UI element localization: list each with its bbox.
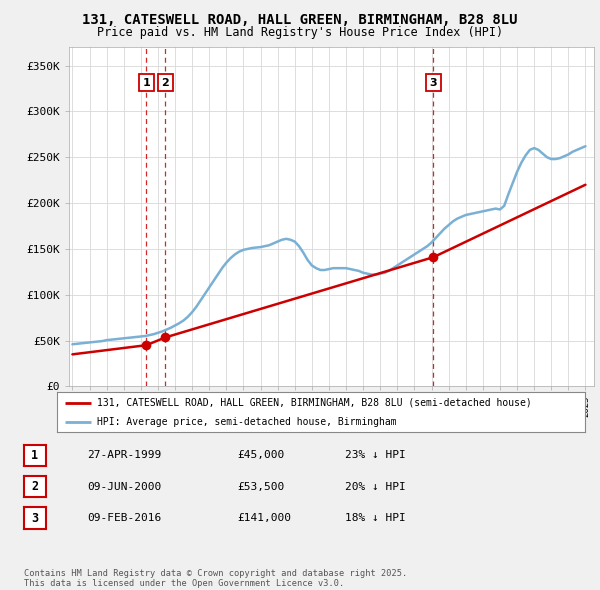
Text: 20% ↓ HPI: 20% ↓ HPI xyxy=(345,482,406,491)
Text: 3: 3 xyxy=(430,78,437,88)
Text: £45,000: £45,000 xyxy=(237,451,284,460)
Text: HPI: Average price, semi-detached house, Birmingham: HPI: Average price, semi-detached house,… xyxy=(97,417,396,427)
Text: Contains HM Land Registry data © Crown copyright and database right 2025.
This d: Contains HM Land Registry data © Crown c… xyxy=(24,569,407,588)
Text: 2: 2 xyxy=(161,78,169,88)
Text: 2: 2 xyxy=(31,480,38,493)
Text: £53,500: £53,500 xyxy=(237,482,284,491)
Text: 09-FEB-2016: 09-FEB-2016 xyxy=(87,513,161,523)
Text: 27-APR-1999: 27-APR-1999 xyxy=(87,451,161,460)
Text: 131, CATESWELL ROAD, HALL GREEN, BIRMINGHAM, B28 8LU: 131, CATESWELL ROAD, HALL GREEN, BIRMING… xyxy=(82,13,518,27)
Text: 131, CATESWELL ROAD, HALL GREEN, BIRMINGHAM, B28 8LU (semi-detached house): 131, CATESWELL ROAD, HALL GREEN, BIRMING… xyxy=(97,398,532,408)
Text: 09-JUN-2000: 09-JUN-2000 xyxy=(87,482,161,491)
Text: 3: 3 xyxy=(31,512,38,525)
Text: 1: 1 xyxy=(142,78,150,88)
Text: £141,000: £141,000 xyxy=(237,513,291,523)
Text: 23% ↓ HPI: 23% ↓ HPI xyxy=(345,451,406,460)
Text: Price paid vs. HM Land Registry's House Price Index (HPI): Price paid vs. HM Land Registry's House … xyxy=(97,26,503,39)
Text: 1: 1 xyxy=(31,449,38,462)
Text: 18% ↓ HPI: 18% ↓ HPI xyxy=(345,513,406,523)
